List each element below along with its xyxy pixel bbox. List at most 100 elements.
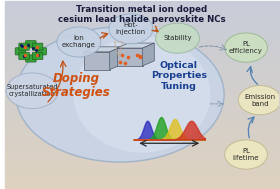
Text: Stability: Stability bbox=[163, 35, 192, 41]
Bar bbox=[5, 163, 279, 164]
Bar bbox=[5, 109, 279, 110]
Bar bbox=[5, 17, 279, 18]
Bar bbox=[5, 186, 279, 187]
Bar bbox=[5, 83, 279, 84]
Bar bbox=[5, 129, 279, 130]
Bar bbox=[5, 173, 279, 174]
Polygon shape bbox=[143, 43, 154, 66]
Bar bbox=[5, 96, 279, 97]
Bar bbox=[5, 36, 279, 37]
Bar bbox=[5, 159, 279, 160]
Bar bbox=[5, 100, 279, 101]
Bar bbox=[5, 80, 279, 81]
Bar bbox=[5, 187, 279, 188]
Bar bbox=[5, 166, 279, 167]
Bar bbox=[5, 160, 279, 161]
Bar bbox=[5, 137, 279, 138]
Bar bbox=[5, 127, 279, 128]
Bar bbox=[5, 94, 279, 95]
Bar bbox=[5, 104, 279, 105]
Bar bbox=[5, 50, 279, 51]
Bar bbox=[5, 167, 279, 168]
Bar bbox=[5, 2, 279, 3]
Bar bbox=[5, 85, 279, 86]
Bar bbox=[5, 9, 279, 10]
Bar bbox=[5, 90, 279, 91]
Bar bbox=[5, 21, 279, 22]
Bar bbox=[5, 141, 279, 142]
Bar bbox=[5, 172, 279, 173]
Bar bbox=[5, 42, 279, 43]
Bar bbox=[5, 45, 279, 46]
Bar bbox=[5, 152, 279, 153]
Bar bbox=[5, 87, 279, 88]
Bar bbox=[5, 157, 279, 158]
Text: Hot-
injection: Hot- injection bbox=[116, 22, 146, 35]
Bar bbox=[5, 13, 279, 14]
Circle shape bbox=[225, 140, 267, 169]
Bar bbox=[5, 72, 279, 73]
Bar bbox=[5, 148, 279, 149]
Bar bbox=[5, 179, 279, 180]
Bar bbox=[5, 151, 279, 152]
Bar bbox=[5, 8, 279, 9]
Bar bbox=[5, 101, 279, 102]
Bar bbox=[5, 150, 279, 151]
Bar bbox=[5, 183, 279, 184]
Bar bbox=[5, 70, 279, 71]
FancyBboxPatch shape bbox=[19, 43, 29, 50]
Polygon shape bbox=[84, 47, 121, 52]
Bar bbox=[5, 171, 279, 172]
Bar bbox=[5, 89, 279, 90]
Bar bbox=[5, 154, 279, 155]
Bar bbox=[5, 33, 279, 34]
Bar bbox=[5, 99, 279, 100]
Bar bbox=[5, 69, 279, 70]
Bar bbox=[5, 14, 279, 15]
Bar bbox=[5, 184, 279, 185]
Bar bbox=[5, 91, 279, 92]
Bar bbox=[5, 75, 279, 76]
Bar bbox=[5, 66, 279, 67]
Bar bbox=[5, 113, 279, 114]
Bar bbox=[5, 5, 279, 6]
Bar bbox=[5, 52, 279, 53]
Bar bbox=[5, 125, 279, 126]
Bar bbox=[5, 106, 279, 107]
Bar bbox=[5, 122, 279, 123]
Bar bbox=[5, 58, 279, 59]
FancyBboxPatch shape bbox=[19, 52, 29, 60]
Bar bbox=[5, 126, 279, 127]
Bar bbox=[5, 54, 279, 55]
Circle shape bbox=[225, 33, 267, 62]
Bar bbox=[5, 78, 279, 79]
Bar bbox=[5, 146, 279, 147]
Bar bbox=[5, 51, 279, 52]
Bar bbox=[5, 39, 279, 40]
Bar bbox=[5, 116, 279, 117]
Bar bbox=[5, 62, 279, 63]
Bar bbox=[5, 28, 279, 29]
Bar bbox=[5, 35, 279, 36]
Bar bbox=[5, 55, 279, 56]
Bar bbox=[5, 115, 279, 116]
Bar bbox=[5, 10, 279, 11]
FancyBboxPatch shape bbox=[36, 48, 46, 55]
Bar bbox=[5, 110, 279, 111]
Bar bbox=[5, 130, 279, 131]
Bar bbox=[5, 43, 279, 44]
Bar bbox=[5, 144, 279, 145]
Bar bbox=[5, 97, 279, 98]
Polygon shape bbox=[116, 43, 154, 48]
Bar bbox=[5, 158, 279, 159]
Bar bbox=[5, 26, 279, 27]
Text: PL
lifetime: PL lifetime bbox=[233, 148, 259, 161]
Bar bbox=[5, 16, 279, 17]
Bar bbox=[5, 49, 279, 50]
Bar bbox=[5, 81, 279, 82]
Bar bbox=[5, 112, 279, 113]
Bar bbox=[5, 153, 279, 154]
Bar bbox=[5, 138, 279, 139]
Circle shape bbox=[57, 27, 101, 57]
Bar bbox=[5, 92, 279, 93]
